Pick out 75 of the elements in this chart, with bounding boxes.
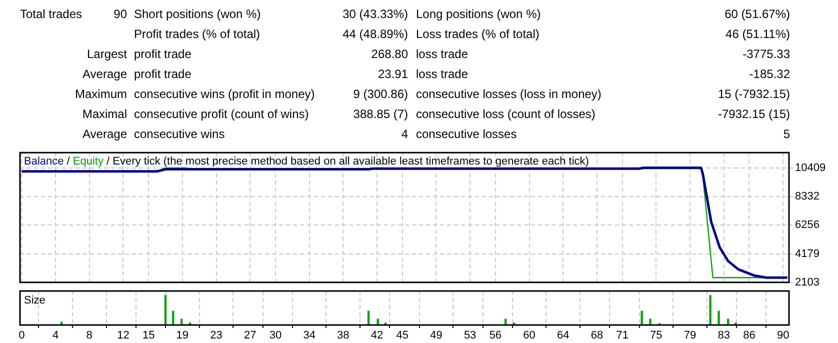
- text: Loss trades (% of total): [416, 27, 540, 41]
- x-tick-label: 79: [684, 330, 696, 342]
- text: Average: [82, 67, 127, 81]
- series-label: Balance: [24, 156, 64, 168]
- y-tick-label: 2103: [795, 276, 820, 288]
- text: Average: [82, 127, 127, 141]
- x-tick-label: 86: [743, 330, 756, 342]
- text: 30 (43.33%): [342, 7, 408, 21]
- text: consecutive profit (count of wins): [134, 107, 309, 121]
- y-tick-label: 8332: [795, 190, 820, 202]
- text: -3775.33: [742, 47, 790, 61]
- series-label: Equity: [72, 156, 104, 168]
- text: Short positions (won %): [134, 7, 261, 21]
- text: Largest: [86, 47, 127, 61]
- text: Maximum: [74, 87, 127, 101]
- text: Profit trades (% of total): [134, 27, 260, 41]
- x-tick-label: 12: [117, 330, 130, 342]
- x-tick-label: 45: [396, 330, 409, 342]
- x-tick-label: 42: [370, 330, 384, 342]
- x-tick-label: 90: [776, 330, 790, 342]
- x-tick-label: 56: [489, 330, 502, 342]
- x-tick-label: 68: [590, 330, 604, 342]
- y-tick-label: 6256: [795, 219, 820, 232]
- x-tick-label: 15: [142, 330, 155, 342]
- x-tick-label: 71: [616, 330, 628, 342]
- text: -7932.15 (15): [718, 107, 790, 121]
- text: 388.85 (7): [353, 107, 408, 121]
- text: consecutive wins: [134, 127, 225, 141]
- text: 15 (-7932.15): [718, 87, 790, 101]
- x-tick-label: 60: [523, 330, 536, 342]
- text: 60 (51.67%): [724, 7, 790, 21]
- text: Total trades: [20, 7, 82, 21]
- text: consecutive losses: [416, 127, 517, 141]
- chart-title: Size: [24, 294, 46, 307]
- text: 9 (300.86): [353, 87, 408, 101]
- x-tick-label: 83: [718, 330, 730, 342]
- y-tick-label: 10409: [795, 162, 826, 174]
- text: 90: [114, 7, 127, 21]
- text: Maximal: [82, 107, 127, 121]
- chart-subtitle: / Every tick (the most precise method based on all available least timeframes to generate each tick): [103, 156, 589, 168]
- text: consecutive loss (count of losses): [416, 107, 596, 121]
- bar: [718, 310, 720, 325]
- text: consecutive losses (loss in money): [416, 87, 602, 101]
- text: -185.32: [749, 67, 790, 81]
- x-tick-label: 8: [86, 330, 92, 342]
- text: profit trade: [134, 67, 192, 81]
- text: Long positions (won %): [416, 7, 541, 21]
- x-tick-label: 27: [244, 330, 256, 342]
- bar: [164, 295, 167, 325]
- x-tick-label: 34: [303, 330, 316, 342]
- text: consecutive wins (profit in money): [134, 87, 315, 101]
- x-tick-label: 49: [430, 330, 442, 342]
- x-tick-label: 64: [556, 330, 570, 342]
- bar: [709, 295, 712, 325]
- text: 268.80: [371, 47, 408, 61]
- text: 4: [401, 127, 408, 141]
- text: loss trade: [416, 67, 468, 81]
- x-tick-label: 19: [176, 330, 189, 342]
- x-tick-label: 4: [52, 330, 59, 342]
- text: loss trade: [416, 47, 468, 61]
- x-tick-label: 38: [337, 330, 350, 342]
- x-tick-label: 30: [269, 330, 282, 342]
- x-tick-label: 23: [210, 330, 222, 342]
- text: 44 (48.89%): [342, 27, 408, 41]
- text: profit trade: [134, 47, 192, 61]
- bar: [640, 310, 643, 325]
- x-tick-label: 0: [18, 330, 25, 342]
- x-tick-label: 75: [650, 330, 662, 342]
- bar: [649, 318, 652, 325]
- x-tick-label: 53: [464, 330, 476, 342]
- annotation: /: [64, 156, 73, 168]
- y-tick-label: 4179: [795, 248, 820, 260]
- text: 46 (51.11%): [726, 27, 790, 41]
- text: 5: [783, 127, 790, 141]
- text: 23.91: [378, 67, 408, 81]
